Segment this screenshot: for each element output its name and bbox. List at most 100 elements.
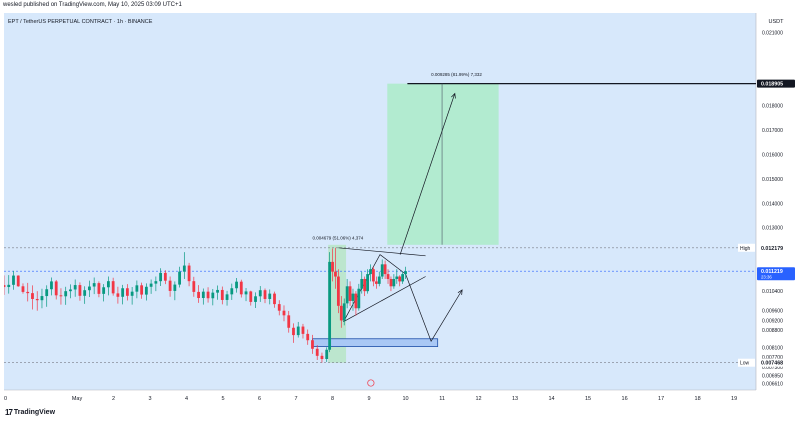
x-tick-label: 7 (295, 396, 298, 402)
measure-annotation: 0.004679 (51.06%) 4,374 (312, 235, 363, 240)
y-tick-label: 0.015000 (762, 177, 783, 183)
candle-body (12, 275, 15, 285)
candle-body (97, 283, 101, 294)
candle-body (235, 281, 238, 289)
x-tick-label: 4 (185, 396, 188, 402)
candle-body (116, 293, 120, 297)
candle-body (40, 296, 44, 301)
candle-body (54, 281, 58, 296)
candle-body (345, 286, 349, 304)
candle-body (7, 284, 11, 288)
price-label-prefix: Low (740, 361, 750, 367)
candle-body (125, 288, 129, 296)
candle-body (135, 285, 139, 292)
candle-body (239, 281, 243, 295)
candle-body (292, 327, 295, 336)
candle-body (4, 285, 6, 288)
y-tick-label: 0.013000 (762, 226, 783, 232)
candle-body (325, 349, 329, 360)
candle-body (383, 264, 387, 275)
candle-body (386, 274, 390, 279)
candle-body (395, 276, 399, 279)
candle-body (363, 278, 367, 292)
x-tick-label: 12 (476, 396, 482, 402)
y-tick-label: 0.017000 (762, 128, 783, 134)
x-tick-label: 15 (585, 396, 591, 402)
x-tick-label: 19 (731, 396, 737, 402)
candle-body (331, 261, 334, 272)
publish-info: wesled published on TradingView.com, May… (3, 2, 182, 8)
y-tick-label: 0.006950 (762, 373, 783, 379)
candle-body (351, 293, 355, 301)
demand-zone (312, 338, 439, 347)
y-tick-label: 0.008100 (762, 345, 783, 351)
candle-body (92, 283, 96, 287)
candle-body (225, 294, 229, 300)
candle-body (258, 290, 262, 297)
x-tick-label: 5 (221, 396, 224, 402)
candle-body (111, 281, 115, 294)
candle-body (187, 265, 191, 282)
candle-body (357, 288, 361, 309)
candle-body (45, 289, 49, 297)
retest-arrow (405, 273, 463, 342)
candle-body (296, 326, 300, 336)
y-tick-label: 0.009200 (762, 318, 783, 324)
candle-body (69, 289, 72, 292)
candle-body (342, 303, 346, 321)
candle-body (339, 305, 343, 321)
y-tick-label: 0.014000 (762, 201, 783, 207)
candle-body (59, 295, 63, 297)
candle-body (249, 291, 253, 302)
candle-body (21, 286, 25, 292)
candle-body (154, 281, 158, 284)
price-label-target (757, 79, 795, 88)
candle-body (88, 286, 91, 291)
price-axis-background (756, 13, 796, 407)
y-tick-label: 0.021000 (762, 31, 783, 37)
triangle-upper-line (338, 247, 426, 257)
x-tick-label: 13 (512, 396, 518, 402)
candle-body (380, 264, 384, 277)
retest-arrow-head (457, 289, 463, 295)
candle-body (366, 274, 369, 292)
chart-canvas[interactable]: EPT / TetherUS PERPETUAL CONTRACT · 1h ·… (4, 13, 796, 407)
candle-body (320, 355, 324, 360)
x-tick-label: 17 (658, 396, 664, 402)
candle-body (107, 281, 110, 288)
event-marker-icon (367, 379, 375, 387)
measure-annotation: 0.009285 (81.99%) 7,332 (431, 72, 482, 77)
currency-label: USDT (769, 19, 785, 25)
candle-body (149, 283, 153, 287)
candle-body (268, 293, 272, 299)
candle-body (277, 304, 281, 311)
bullish-arrow (399, 93, 456, 255)
candle-body (404, 271, 407, 275)
price-label-low (757, 358, 795, 367)
tv-logo-icon: 17 (5, 408, 13, 417)
price-label-current (757, 267, 795, 281)
candle-body (301, 326, 305, 334)
candle-body (73, 285, 77, 290)
candle-body (102, 287, 106, 294)
candle-body (168, 280, 172, 291)
price-label-prefix-bg (738, 358, 755, 367)
y-tick-label: 0.009600 (762, 309, 783, 315)
tradingview-logo: 17 TradingView (5, 408, 55, 417)
candle-body (201, 291, 205, 299)
x-tick-label: 6 (258, 396, 261, 402)
candle-body (178, 271, 181, 285)
candle-body (220, 289, 224, 300)
candle-body (392, 278, 396, 287)
candle-body (31, 293, 34, 299)
candle-body (398, 276, 402, 282)
bullish-arrow-head (451, 92, 456, 99)
candle-body (173, 284, 177, 291)
y-tick-label: 0.007700 (762, 355, 783, 361)
candle-body (83, 290, 87, 296)
candle-body (354, 293, 358, 309)
candle-body (254, 296, 257, 302)
candle-body (389, 278, 393, 287)
y-tick-label: 0.010400 (762, 289, 783, 295)
